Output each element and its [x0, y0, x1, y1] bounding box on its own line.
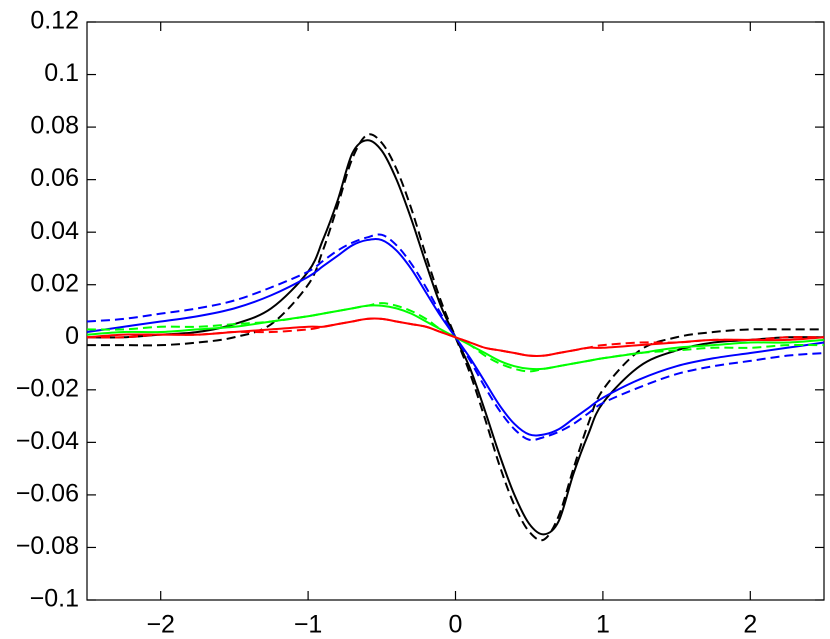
- y-tick-label: −0.02: [16, 374, 79, 402]
- y-tick-label: −0.08: [16, 532, 79, 560]
- y-tick-label: 0.04: [30, 217, 79, 245]
- y-tick-label: 0.06: [30, 164, 79, 192]
- x-tick-label: 0: [449, 611, 463, 639]
- y-tick-label: −0.1: [30, 585, 79, 613]
- y-tick-label: −0.04: [16, 427, 79, 455]
- x-tick-label: 2: [743, 611, 757, 639]
- plot-frame: [86, 21, 825, 601]
- y-tick-label: 0.02: [30, 269, 79, 297]
- y-tick-label: 0: [65, 322, 79, 350]
- y-tick-label: 0.12: [30, 7, 79, 35]
- y-tick-label: 0.08: [30, 112, 79, 140]
- line-series: [86, 317, 825, 357]
- x-tick-label: 1: [596, 611, 610, 639]
- x-tick-label: −2: [146, 611, 175, 639]
- y-tick-label: 0.1: [44, 59, 79, 87]
- x-tick-label: −1: [294, 611, 323, 639]
- y-tick-label: −0.06: [16, 480, 79, 508]
